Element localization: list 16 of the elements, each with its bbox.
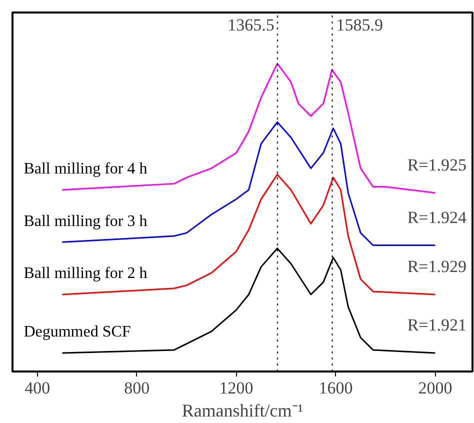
ref-line-label: 1585.9 [336, 16, 383, 35]
annotation: R=1.925 [407, 155, 467, 174]
annotation: R=1.921 [407, 316, 467, 335]
annotation: R=1.929 [407, 257, 467, 276]
x-tick-label: 800 [124, 378, 150, 398]
annotation: R=1.924 [407, 208, 467, 227]
ref-line-label: 1365.5 [228, 16, 274, 35]
x-tick-label: 1600 [318, 378, 353, 398]
series-label: Ball milling for 2 h [24, 265, 148, 282]
series-label: Degummed SCF [24, 324, 131, 341]
x-axis-title: Ramanshift/cm⁻¹ [182, 400, 304, 420]
series-label: Ball milling for 3 h [24, 212, 148, 230]
x-tick-label: 400 [24, 378, 50, 398]
series-label: Ball milling for 4 h [24, 160, 148, 178]
x-tick-label: 2000 [418, 378, 452, 398]
x-tick-label: 1200 [219, 378, 254, 398]
